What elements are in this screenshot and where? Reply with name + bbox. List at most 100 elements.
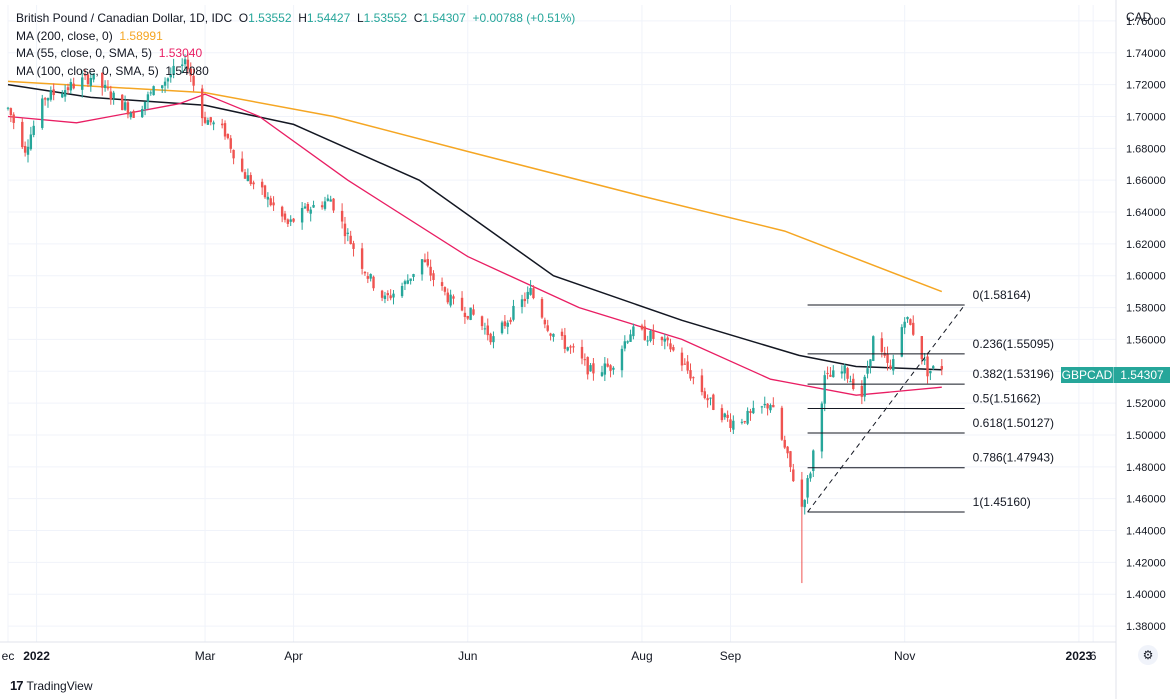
candle-body [212,122,215,125]
candle-body [226,133,230,139]
candle-body [840,371,844,374]
candle-body [620,348,624,371]
fib-level-label: 1(1.45160) [973,495,1031,509]
candle-body [692,377,695,379]
candle-body [372,276,375,289]
candle-body [309,209,312,214]
y-tick-label: 1.62000 [1126,239,1166,251]
candle-body [686,361,689,371]
gear-icon[interactable]: ⚙ [1138,645,1158,665]
x-tick-label: Jun [458,649,477,663]
candle-body [909,319,912,325]
y-tick-label: 1.64000 [1126,207,1166,219]
candle-body [752,407,755,414]
candle-body [121,94,124,111]
candle-body [926,356,929,377]
indicator-ma200[interactable]: MA (200, close, 0) 1.58991 [16,28,163,43]
candle-body [786,446,789,454]
candle-body [472,309,475,315]
candle-body [583,359,587,361]
candle-body [792,469,795,482]
symbol-row: British Pound / Canadian Dollar, 1D, IDC… [16,10,575,28]
candle-body [486,325,489,336]
candle-body [672,347,675,351]
candle-body [329,199,332,202]
ohlc-low: L1.53552 [356,11,408,25]
price-axis[interactable]: 1.76000 1.74000 1.72000 1.70000 1.68000 1.660… [1115,0,1166,699]
fibonacci-retracement[interactable]: 0(1.58164) 0.236(1.55095) 0.382(1.53196) 0.… [807,288,1054,513]
candle-body [169,74,172,78]
candle-body [343,223,347,237]
ma100-value: 1.54080 [165,63,209,78]
candle-body [646,340,649,342]
x-tick-label: 2022 [23,649,50,663]
candle-body [706,398,709,401]
candle-body [700,375,704,393]
candle-body [326,198,330,201]
candle-body [920,336,924,360]
current-price-tag: GBPCAD 1.54307 [1061,367,1170,383]
candle-body [823,375,826,404]
candle-body [400,286,404,297]
candle-body [312,204,315,208]
candle-body [760,406,764,408]
candle-body [649,330,652,341]
candle-body [260,181,264,188]
candle-body [846,368,849,379]
candle-body [286,219,290,224]
x-tick-label: 2023 [1066,649,1093,663]
x-tick-label: Mar [195,649,216,663]
candle-body [272,202,275,206]
candle-body [746,410,749,424]
candle-body [340,210,344,222]
candle-body [323,201,327,209]
candle-body [61,93,64,98]
candle-body [680,352,684,366]
candle-body [166,78,170,82]
candle-body [232,149,235,159]
indicator-ma100[interactable]: MA (100, close, 0, SMA, 5) 1.54080 [16,63,209,78]
indicator-ma55[interactable]: MA (55, close, 0, SMA, 5) 1.53040 [16,46,203,60]
candle-body [266,196,270,200]
candle-body [689,370,692,379]
candle-body [220,123,224,126]
candle-body [249,175,252,184]
candle-body [423,259,427,263]
candle-body [843,365,846,374]
candle-body [106,87,110,89]
candle-body [163,81,167,86]
candle-body [803,499,806,508]
ohlc-change: +0.00788 (+0.51%) [472,11,576,25]
candle-body [932,366,935,369]
y-tick-label: 1.46000 [1126,494,1166,506]
candle-body [452,296,455,299]
candle-body [126,102,130,115]
candle-body [280,206,284,217]
candle-body [246,175,250,182]
candle-body [669,343,672,350]
candle-body [509,319,512,322]
candle-body [81,77,84,90]
candle-body [12,114,15,123]
candle-body [349,235,352,245]
tradingview-logo[interactable]: 17 TradingView [10,678,93,693]
candle-body [101,72,104,88]
candle-body [820,403,824,452]
x-tick-label: ec [2,649,15,663]
candle-body [380,290,384,298]
candle-body [300,208,304,223]
candle-body [403,281,407,285]
candle-body [800,479,804,507]
candle-body [480,316,484,327]
symbol-description[interactable]: British Pound / Canadian Dollar, 1D, IDC [16,11,233,25]
ma200-line [7,80,943,293]
y-tick-label: 1.50000 [1126,430,1166,442]
candle-body [432,273,435,281]
candle-body [129,112,132,118]
x-tick-label: 6 [1090,649,1097,663]
candle-body [86,74,90,85]
candle-body [63,90,67,97]
fib-level-label: 0.786(1.47943) [973,451,1054,465]
